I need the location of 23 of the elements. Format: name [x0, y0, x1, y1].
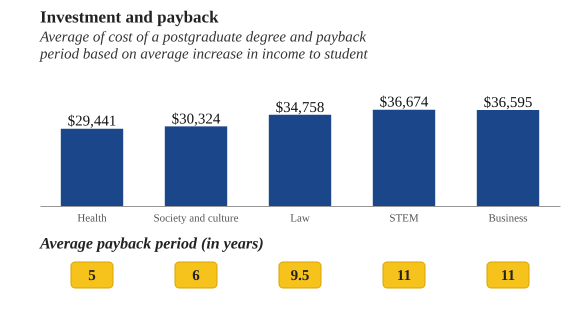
x-tick-label: Business — [488, 212, 528, 224]
chart-subtitle: Average of cost of a postgraduate degree and payback period based on average increase in income to student — [39, 30, 369, 63]
chart-title: Investment and payback — [40, 8, 220, 27]
bar — [164, 126, 228, 206]
bar — [268, 114, 332, 206]
data-label: $36,595 — [484, 94, 532, 111]
x-tick-label: STEM — [389, 212, 419, 224]
data-label: 11 — [500, 268, 516, 284]
data-label: $34,758 — [276, 100, 324, 116]
x-tick-label: Law — [290, 212, 310, 224]
data-label: 9.5 — [290, 268, 310, 284]
x-tick-label: Society and culture — [154, 212, 239, 224]
x-tick-label: Health — [77, 212, 108, 224]
bar — [476, 110, 540, 206]
data-label: $36,674 — [380, 94, 429, 111]
text: Average payback period (in years) — [39, 236, 264, 252]
data-label: $30,324 — [172, 111, 221, 128]
bar — [60, 128, 124, 206]
data-label: 5 — [88, 268, 96, 284]
data-label: $29,441 — [68, 114, 116, 130]
bar — [372, 110, 436, 206]
data-label: 6 — [192, 268, 200, 284]
data-label: 11 — [396, 268, 412, 284]
